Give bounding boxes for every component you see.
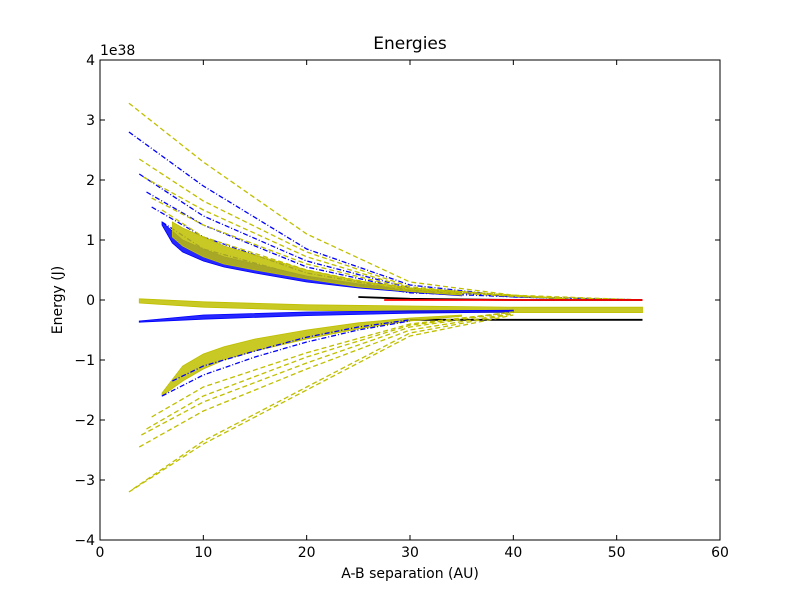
x-tick-label: 30 bbox=[401, 545, 419, 561]
series-8-curve-1 bbox=[172, 319, 411, 382]
plot-area bbox=[128, 102, 643, 493]
x-tick-label: 40 bbox=[504, 545, 522, 561]
y-offset-label: 1e38 bbox=[100, 43, 135, 59]
y-tick-label: 1 bbox=[86, 233, 95, 249]
series-1-curve-4 bbox=[161, 209, 566, 300]
series-7-curve-1 bbox=[132, 313, 514, 490]
series-1-band bbox=[171, 221, 463, 296]
series-7-band bbox=[161, 314, 463, 397]
y-tick-label: −1 bbox=[74, 353, 95, 369]
y-tick-label: −2 bbox=[74, 413, 95, 429]
y-tick-label: 2 bbox=[86, 173, 95, 189]
axis-ticks: 0 10 20 30 40 50 60 −4 −3 −2 −1 0 1 2 3 4 bbox=[74, 53, 729, 561]
series-2-band bbox=[138, 298, 643, 314]
x-tick-label: 20 bbox=[298, 545, 316, 561]
y-tick-label: 3 bbox=[86, 113, 95, 129]
x-tick-label: 60 bbox=[711, 545, 729, 561]
y-tick-label: 0 bbox=[86, 293, 95, 309]
x-tick-label: 10 bbox=[194, 545, 212, 561]
series-7-curve-3 bbox=[141, 311, 514, 436]
y-tick-label: −3 bbox=[74, 473, 95, 489]
axes-frame bbox=[99, 59, 721, 541]
x-tick-label: 0 bbox=[96, 545, 105, 561]
x-axis-label: A-B separation (AU) bbox=[341, 566, 479, 582]
series-1-curve-3 bbox=[151, 197, 566, 300]
series-7-curve-4 bbox=[146, 311, 514, 430]
y-tick-label: −4 bbox=[74, 533, 95, 549]
y-axis-label: Energy (J) bbox=[50, 266, 66, 335]
series-7-curve-2 bbox=[138, 312, 514, 448]
y-tick-label: 4 bbox=[86, 53, 95, 69]
series-8-curve-0 bbox=[161, 320, 411, 397]
chart-title: Energies bbox=[373, 34, 447, 54]
series-7-curve-5 bbox=[151, 311, 514, 418]
series-1-curve-0 bbox=[128, 102, 643, 301]
x-tick-label: 50 bbox=[608, 545, 626, 561]
series-7-curve-0 bbox=[128, 314, 514, 493]
